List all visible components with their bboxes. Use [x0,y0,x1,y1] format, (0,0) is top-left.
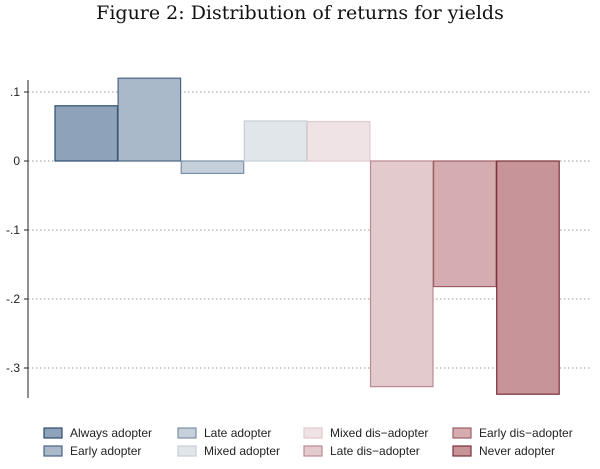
legend-swatch [452,445,472,457]
legend: Always adopter Early adopter Late adopter M… [43,426,573,458]
y-tick-label: -.2 [6,292,20,306]
y-axis: .1 0 -.1 -.2 -.3 [6,80,29,398]
y-tick-label: -.1 [6,223,20,237]
legend-label: Mixed dis−adopter [330,426,428,440]
legend-swatch [303,427,323,439]
bars [54,77,560,395]
y-tick-label: -.3 [6,361,20,375]
legend-label: Never adopter [479,444,555,458]
legend-swatch [177,427,197,439]
legend-swatch [177,445,197,457]
legend-swatch [43,427,63,439]
legend-label: Mixed adopter [204,444,280,458]
legend-swatch [452,427,472,439]
bar-mixed-dis-adopter [306,121,371,162]
legend-label: Early adopter [70,444,141,458]
bar-early-dis-adopter [433,160,497,288]
bar-never-adopter [496,160,560,395]
bar-mixed-adopter [243,120,308,162]
y-tick-label: 0 [13,154,20,168]
chart-title: Figure 2: Distribution of returns for yi… [96,2,504,24]
legend-swatch [43,445,63,457]
bar-late-adopter [180,160,245,175]
legend-label: Late adopter [204,426,271,440]
bar-late-dis-adopter [369,160,434,388]
bar-early-adopter [117,77,182,162]
bar-always-adopter [54,105,119,162]
legend-label: Late dis−adopter [330,444,420,458]
legend-swatch [303,445,323,457]
legend-label: Always adopter [70,426,152,440]
legend-label: Early dis−adopter [479,426,573,440]
y-tick-label: .1 [10,85,20,99]
